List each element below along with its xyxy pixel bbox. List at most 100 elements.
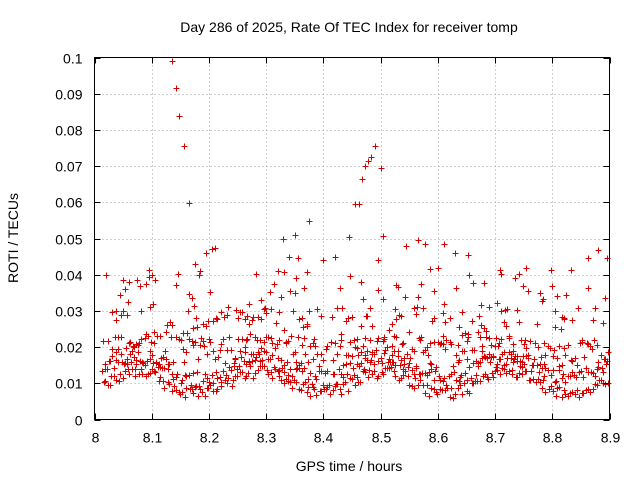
data-point	[558, 326, 565, 333]
data-point	[183, 373, 190, 380]
x-tick-label: 8.8	[543, 430, 563, 446]
data-point	[451, 369, 458, 376]
data-point	[591, 337, 598, 344]
data-point	[393, 316, 400, 323]
data-point	[400, 340, 407, 347]
data-point	[426, 393, 433, 400]
data-point	[405, 373, 412, 380]
data-point	[265, 334, 272, 341]
data-point	[568, 357, 575, 364]
data-point	[550, 367, 557, 374]
data-point	[568, 267, 575, 274]
data-point	[304, 269, 311, 276]
data-point	[120, 308, 127, 315]
data-point	[132, 373, 139, 380]
data-point	[249, 317, 256, 324]
data-point	[203, 323, 210, 330]
data-point	[431, 377, 438, 384]
data-point	[146, 274, 153, 281]
data-point	[605, 349, 612, 356]
data-point	[433, 364, 440, 371]
data-point	[466, 390, 473, 397]
data-point	[512, 275, 519, 282]
data-point	[156, 361, 163, 368]
data-point	[184, 330, 191, 337]
data-point	[109, 353, 116, 360]
data-point	[186, 291, 193, 298]
data-point	[559, 375, 566, 382]
data-point	[143, 281, 150, 288]
data-point	[441, 241, 448, 248]
data-point	[424, 344, 431, 351]
data-point	[496, 340, 503, 347]
data-point	[261, 339, 268, 346]
data-point	[572, 355, 579, 362]
data-point	[486, 335, 493, 342]
data-point	[409, 367, 416, 374]
data-point	[346, 234, 353, 241]
data-point	[313, 392, 320, 399]
data-point	[367, 359, 374, 366]
data-point	[452, 391, 459, 398]
data-point	[197, 342, 204, 349]
data-point	[119, 359, 126, 366]
data-point	[285, 372, 292, 379]
data-point	[169, 388, 176, 395]
data-point	[137, 283, 144, 290]
data-point	[276, 337, 283, 344]
data-point	[496, 356, 503, 363]
data-point	[292, 290, 299, 297]
data-point	[364, 348, 371, 355]
data-point	[362, 335, 369, 342]
data-point	[349, 353, 356, 360]
data-point	[295, 334, 302, 341]
data-point	[345, 388, 352, 395]
data-point	[111, 373, 118, 380]
data-point	[501, 319, 508, 326]
data-point	[547, 345, 554, 352]
data-point	[354, 345, 361, 352]
data-point	[269, 352, 276, 359]
data-point	[357, 379, 364, 386]
data-point	[455, 342, 462, 349]
data-point	[413, 363, 420, 370]
data-point	[268, 369, 275, 376]
data-point	[244, 313, 251, 320]
data-point	[550, 388, 557, 395]
chart-title: Day 286 of 2025, Rate Of TEC Index for r…	[180, 19, 518, 35]
data-point	[244, 336, 251, 343]
data-point	[271, 364, 278, 371]
data-point	[541, 361, 548, 368]
data-point	[281, 380, 288, 387]
data-point	[268, 335, 275, 342]
data-point	[402, 294, 409, 301]
x-tick-label: 8	[92, 430, 100, 446]
data-point	[281, 369, 288, 376]
data-point	[229, 383, 236, 390]
data-point	[102, 378, 109, 385]
data-point	[412, 375, 419, 382]
data-point	[580, 374, 587, 381]
data-point	[483, 334, 490, 341]
data-point	[101, 379, 108, 386]
data-point	[107, 358, 114, 365]
data-point	[186, 372, 193, 379]
data-point	[349, 314, 356, 321]
data-point	[185, 308, 192, 315]
data-point	[181, 143, 188, 150]
data-point	[592, 373, 599, 380]
data-point	[411, 348, 418, 355]
data-point	[249, 358, 256, 365]
data-point	[510, 348, 517, 355]
data-point	[258, 316, 265, 323]
y-tick-label: 0.06	[55, 195, 82, 211]
data-point	[312, 343, 319, 350]
data-point	[300, 324, 307, 331]
data-point	[129, 348, 136, 355]
data-point	[431, 315, 438, 322]
y-tick-label: 0.05	[55, 232, 82, 248]
data-point	[481, 280, 488, 287]
y-tick-label: 0.07	[55, 159, 82, 175]
data-point	[302, 379, 309, 386]
y-tick-label: 0.03	[55, 304, 82, 320]
